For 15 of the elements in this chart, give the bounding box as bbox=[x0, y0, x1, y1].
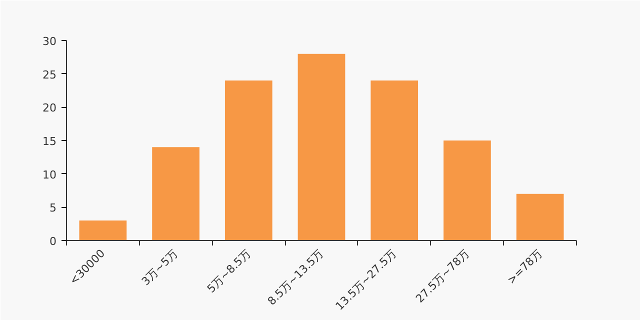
x-tick-label: 3万~5万 bbox=[139, 246, 180, 288]
bar bbox=[298, 54, 346, 240]
bar bbox=[516, 194, 564, 240]
y-tick-label: 15 bbox=[42, 135, 57, 148]
bar bbox=[224, 80, 272, 240]
y-tick-label: 25 bbox=[42, 68, 57, 82]
y-tick-label: 10 bbox=[42, 168, 57, 182]
y-tick-label: 30 bbox=[42, 35, 57, 48]
y-tick-label: 0 bbox=[50, 235, 56, 248]
bar bbox=[444, 140, 491, 240]
y-tick-label: 20 bbox=[42, 102, 57, 115]
bar bbox=[370, 80, 418, 240]
bar bbox=[152, 147, 200, 240]
y-tick-label: 5 bbox=[50, 202, 56, 215]
bar bbox=[79, 220, 127, 240]
